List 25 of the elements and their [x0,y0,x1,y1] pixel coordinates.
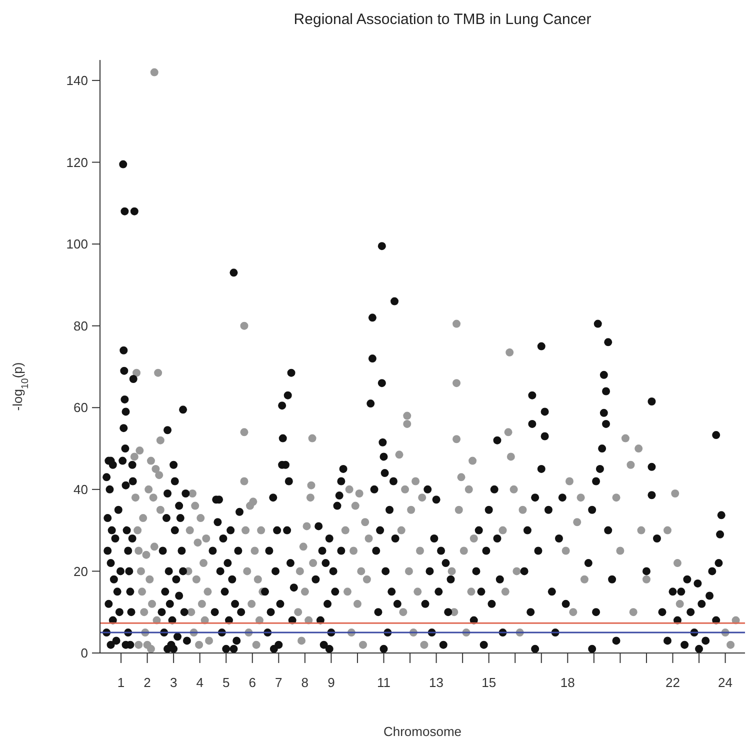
chart-title: Regional Association to TMB in Lung Cancer [294,11,592,28]
x-tick-label: 24 [718,675,733,690]
y-tick-label: 0 [80,646,88,661]
x-tick-label: 6 [248,675,256,690]
y-tick-label: 40 [74,482,88,497]
x-tick-label: 5 [222,675,230,690]
y-tick-label: 60 [74,400,88,416]
x-tick-label: 2 [144,675,151,690]
y-tick-label: 20 [74,564,88,579]
x-tick-label: 3 [170,675,178,690]
y-tick-label: 80 [74,318,88,334]
x-tick-label: 18 [560,675,575,690]
x-tick-label: 4 [196,675,204,690]
x-tick-label: 11 [376,675,390,690]
y-tick-label: 120 [66,154,88,170]
y-tick-label: 100 [66,236,88,252]
x-tick-label: 1 [117,675,125,690]
x-tick-label: 9 [328,675,335,690]
x-tick-label: 8 [301,675,309,690]
x-axis-title: Chromosome [383,724,462,739]
x-tick-label: 15 [482,675,496,690]
x-tick-label: 7 [275,675,282,690]
y-tick-label: 140 [66,73,88,88]
x-tick-label: 22 [666,675,680,690]
x-tick-label: 13 [429,675,444,690]
